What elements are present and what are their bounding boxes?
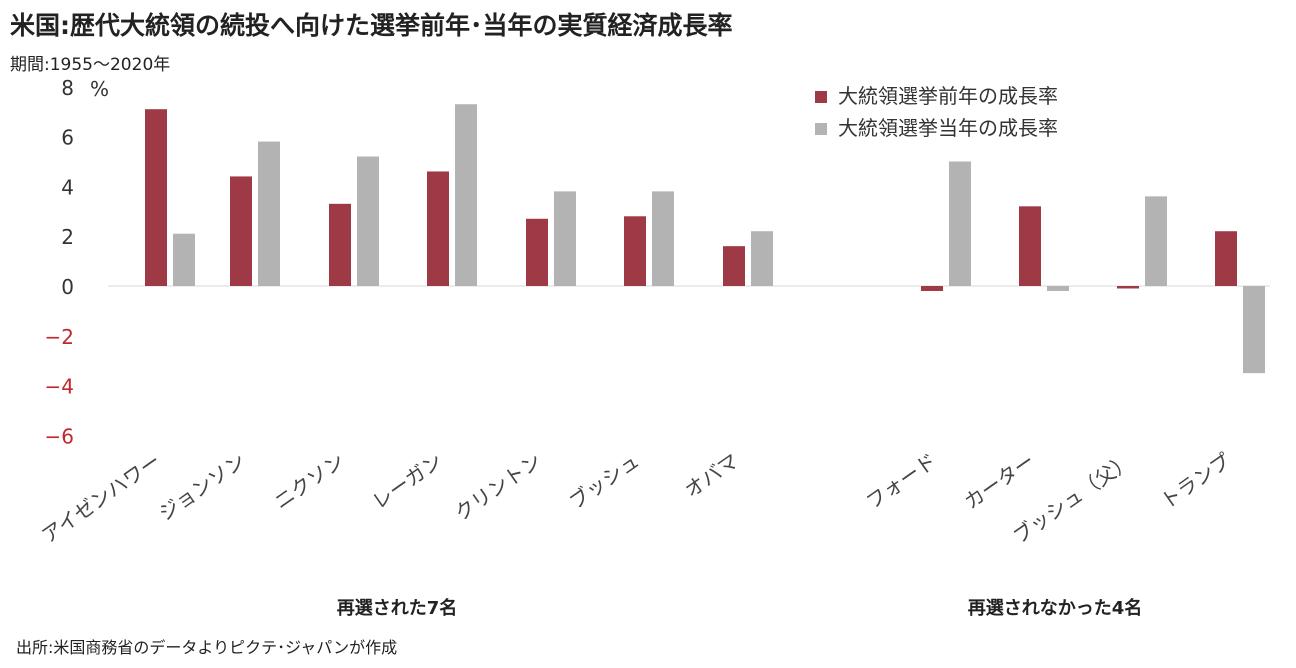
category-label: ブッシュ: [565, 448, 644, 514]
y-tick-label: −2: [45, 325, 74, 349]
bar-election-year: [357, 156, 379, 286]
y-tick-label: 4: [61, 175, 74, 199]
legend-label: 大統領選挙前年の成長率: [838, 84, 1058, 108]
y-tick-label: −6: [45, 424, 74, 448]
category-label: アイゼンハワー: [37, 448, 165, 547]
category-label: フォード: [862, 448, 941, 514]
bar-election-year: [1243, 286, 1265, 374]
y-tick-label: 8: [61, 76, 74, 100]
source-note: 出所:米国商務省のデータよりピクテ･ジャパンが作成: [16, 638, 398, 657]
category-label: クリントン: [450, 448, 546, 525]
bar-election-year: [751, 231, 773, 286]
bar-prev-year: [145, 109, 167, 287]
y-axis-unit: %: [90, 77, 109, 101]
bar-prev-year: [230, 176, 252, 286]
bar-election-year: [1047, 286, 1069, 291]
bar-prev-year: [624, 216, 646, 286]
y-tick-label: 2: [61, 225, 74, 249]
y-tick-label: 0: [61, 275, 74, 299]
category-label: トランプ: [1156, 448, 1235, 513]
bar-prev-year: [1117, 286, 1139, 289]
bar-prev-year: [723, 246, 745, 286]
bar-election-year: [258, 141, 280, 286]
bar-prev-year: [1215, 231, 1237, 286]
category-label: ジョンソン: [154, 448, 250, 525]
period-label: 期間:1955～2020年: [10, 55, 171, 75]
bar-election-year: [1145, 196, 1167, 286]
bar-election-year: [554, 191, 576, 286]
bar-election-year: [652, 191, 674, 286]
group-label-not-reelected: 再選されなかった4名: [967, 598, 1143, 619]
y-tick-label: 6: [61, 126, 74, 150]
bar-election-year: [949, 161, 971, 286]
legend-swatch: [815, 123, 827, 135]
y-tick-label: −4: [45, 375, 74, 399]
bar-prev-year: [427, 171, 449, 286]
category-label: ニクソン: [270, 448, 349, 514]
bar-prev-year: [1019, 206, 1041, 286]
bar-election-year: [173, 233, 195, 286]
group-label-reelected: 再選された7名: [336, 598, 458, 619]
category-label: カーター: [960, 448, 1039, 514]
category-label: レーガン: [368, 448, 447, 514]
bar-election-year: [455, 104, 477, 286]
legend-swatch: [815, 91, 827, 103]
legend-label: 大統領選挙当年の成長率: [838, 116, 1058, 140]
chart-title: 米国:歴代大統領の続投へ向けた選挙前年･当年の実質経済成長率: [10, 11, 733, 40]
category-label: オバマ: [680, 448, 743, 502]
bar-prev-year: [329, 203, 351, 286]
bar-prev-year: [921, 286, 943, 291]
bar-prev-year: [526, 218, 548, 286]
